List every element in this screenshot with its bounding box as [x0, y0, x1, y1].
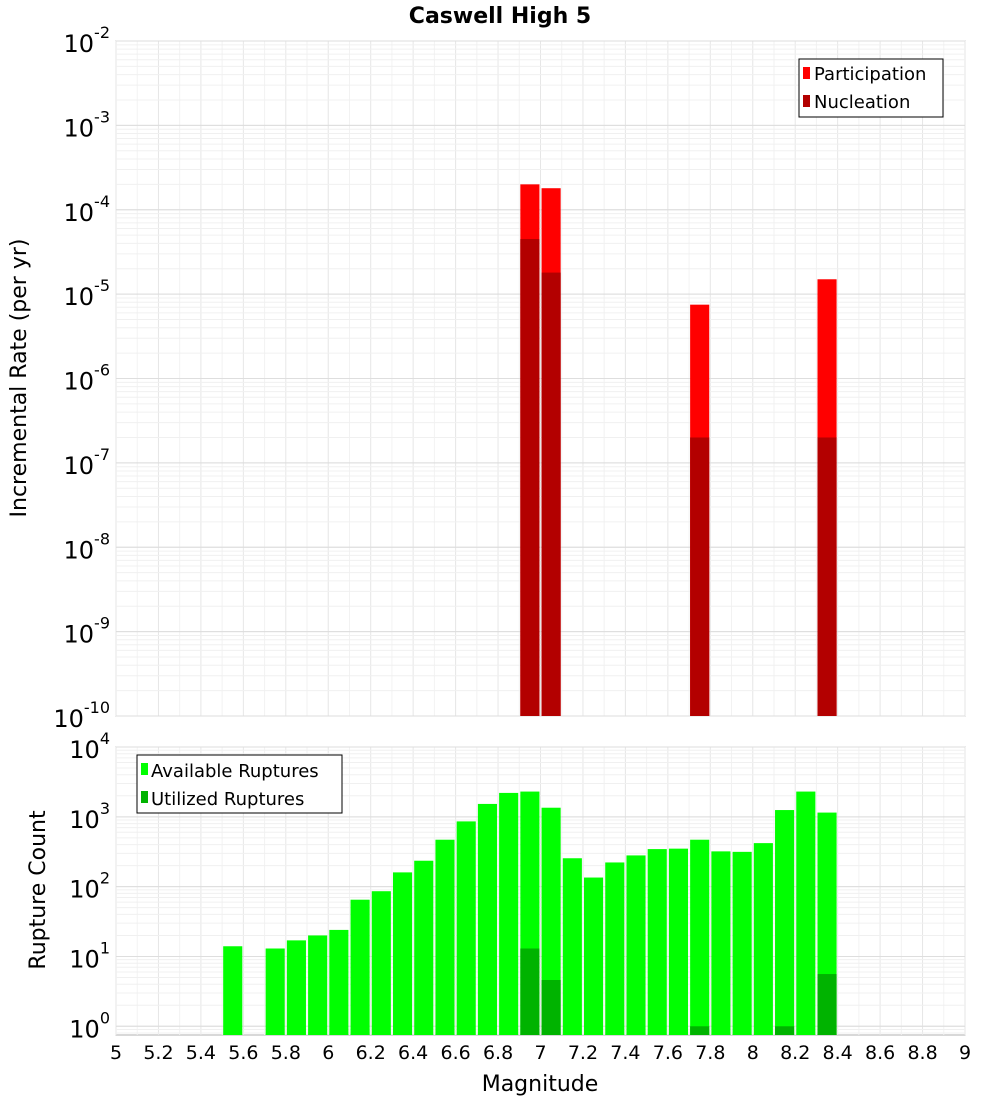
available-ruptures-bar — [329, 929, 349, 1035]
utilized-ruptures-bar — [520, 948, 540, 1035]
rate-legend: Participation Nucleation — [798, 58, 944, 118]
count-bars — [223, 791, 837, 1035]
available-ruptures-bar — [753, 843, 773, 1035]
chart-title: Caswell High 5 — [409, 4, 591, 29]
x-tick-label: 5.4 — [186, 1042, 216, 1064]
nucleation-bar — [541, 272, 561, 716]
x-tick-label: 6.2 — [356, 1042, 386, 1064]
nucleation-bar — [690, 437, 710, 716]
available-ruptures-bar — [414, 860, 434, 1035]
x-tick-label: 6.4 — [398, 1042, 428, 1064]
x-tick-label: 5.8 — [271, 1042, 301, 1064]
participation-legend-label: Participation — [814, 64, 926, 85]
available-ruptures-bar — [647, 849, 667, 1035]
available-ruptures-bar — [286, 940, 306, 1035]
y-tick-label: 10-7 — [64, 445, 111, 480]
utilized-ruptures-bar — [775, 1026, 795, 1035]
y-tick-label: 10-3 — [64, 107, 111, 142]
nucleation-legend-swatch — [803, 95, 810, 107]
rate-panel: 10-10 10-9 10-8 10-7 10-6 10-5 10-4 10-3 10-2 Pa… — [7, 23, 966, 733]
available-legend-swatch — [141, 763, 148, 775]
available-ruptures-bar — [690, 839, 710, 1035]
available-ruptures-bar — [584, 877, 604, 1035]
available-ruptures-bar — [392, 872, 413, 1035]
x-tick-label: 8.2 — [780, 1042, 810, 1064]
available-ruptures-bar — [775, 810, 795, 1035]
x-tick-label: 5 — [110, 1042, 122, 1064]
x-axis-ticks: 5 5.2 5.4 5.6 5.8 6 6.2 6.4 6.6 6.8 7 7.2 7.4 7.6 7.8 8… — [110, 1042, 971, 1064]
rate-legend-box — [798, 58, 944, 118]
utilized-legend-swatch — [141, 791, 148, 803]
participation-legend-swatch — [803, 67, 810, 79]
x-tick-label: 8.6 — [865, 1042, 895, 1064]
x-tick-label: 7.6 — [653, 1042, 683, 1064]
rate-y-ticks: 10-10 10-9 10-8 10-7 10-6 10-5 10-4 10-3 10-2 — [53, 23, 110, 733]
count-y-axis-title: Rupture Count — [26, 810, 51, 970]
x-tick-label: 6 — [322, 1042, 334, 1064]
count-legend-box — [136, 754, 343, 814]
count-legend: Available Ruptures Utilized Ruptures — [136, 754, 343, 814]
rate-bars — [520, 184, 837, 717]
count-panel: 100 101 102 103 104 5 5.2 5.4 5.6 5.8 6 6.2 6.4 6.6 6… — [26, 729, 971, 1097]
y-tick-label: 10-6 — [64, 361, 111, 396]
y-tick-label: 101 — [69, 938, 110, 973]
y-tick-label: 10-5 — [64, 276, 111, 311]
available-ruptures-bar — [371, 891, 391, 1035]
nucleation-bar — [817, 437, 837, 716]
nucleation-legend-label: Nucleation — [814, 92, 910, 113]
x-axis-title: Magnitude — [482, 1072, 599, 1097]
x-tick-label: 7.8 — [695, 1042, 725, 1064]
x-tick-label: 8.4 — [823, 1042, 853, 1064]
y-tick-label: 100 — [69, 1008, 110, 1043]
available-ruptures-bar — [668, 848, 689, 1035]
available-ruptures-bar — [732, 851, 752, 1035]
utilized-ruptures-bar — [541, 980, 561, 1035]
utilized-legend-label: Utilized Ruptures — [151, 789, 304, 810]
x-tick-label: 5.2 — [143, 1042, 173, 1064]
available-ruptures-bar — [223, 946, 243, 1035]
x-tick-label: 7 — [534, 1042, 546, 1064]
rate-y-axis-title: Incremental Rate (per yr) — [7, 239, 32, 518]
utilized-ruptures-bar — [690, 1026, 710, 1035]
available-ruptures-bar — [456, 821, 476, 1035]
x-tick-label: 9 — [959, 1042, 971, 1064]
x-tick-label: 6.6 — [440, 1042, 470, 1064]
x-tick-label: 8.8 — [907, 1042, 937, 1064]
available-ruptures-bar — [350, 899, 370, 1035]
rate-gridlines — [115, 40, 966, 717]
nucleation-bar — [520, 239, 540, 716]
y-tick-label: 10-8 — [64, 529, 111, 564]
x-tick-label: 7.4 — [610, 1042, 640, 1064]
available-ruptures-bar — [796, 791, 816, 1035]
x-tick-label: 7.2 — [568, 1042, 598, 1064]
available-legend-label: Available Ruptures — [151, 761, 319, 782]
available-ruptures-bar — [435, 839, 455, 1035]
available-ruptures-bar — [308, 935, 328, 1035]
available-ruptures-bar — [499, 792, 519, 1035]
available-ruptures-bar — [541, 807, 561, 1035]
available-ruptures-bar — [265, 948, 285, 1035]
available-ruptures-bar — [711, 851, 731, 1035]
available-ruptures-bar — [626, 855, 646, 1035]
y-tick-label: 103 — [69, 799, 110, 834]
y-tick-label: 10-4 — [64, 192, 111, 227]
y-tick-label: 102 — [69, 869, 110, 904]
y-tick-label: 10-9 — [64, 614, 111, 649]
y-tick-label: 104 — [69, 729, 110, 764]
available-ruptures-bar — [605, 862, 625, 1035]
count-y-ticks: 100 101 102 103 104 — [69, 729, 110, 1043]
x-tick-label: 6.8 — [483, 1042, 513, 1064]
available-ruptures-bar — [477, 803, 497, 1035]
y-tick-label: 10-10 — [53, 698, 110, 733]
x-tick-label: 8 — [747, 1042, 759, 1064]
available-ruptures-bar — [562, 858, 582, 1035]
x-tick-label: 5.6 — [228, 1042, 258, 1064]
y-tick-label: 10-2 — [64, 23, 111, 58]
utilized-ruptures-bar — [817, 974, 837, 1035]
